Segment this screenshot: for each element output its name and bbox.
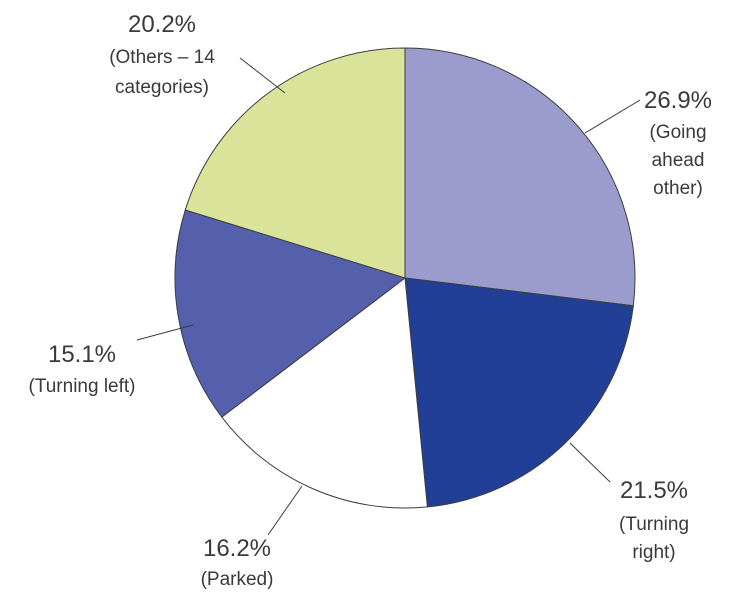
category-label-turning-right: (Turning right) xyxy=(619,514,689,563)
category-label-going-ahead-other: (Going ahead other) xyxy=(649,122,706,199)
value-label-going-ahead-other: 26.9% xyxy=(644,87,712,114)
value-label-parked: 16.2% xyxy=(203,535,271,562)
leader-line-going-ahead-other xyxy=(584,99,641,134)
category-label-parked: (Parked) xyxy=(201,569,274,590)
leader-line-turning-right xyxy=(569,442,611,483)
leader-line-turning-left xyxy=(136,324,194,341)
leader-line-others-14-categories xyxy=(239,57,286,94)
leader-line-parked xyxy=(267,485,303,536)
pie-slice-others-14-categories xyxy=(184,47,406,279)
value-label-turning-left: 15.1% xyxy=(48,341,116,368)
pie-slice-turning-left xyxy=(174,209,407,418)
value-label-others-14-categories: 20.2% xyxy=(128,11,196,38)
category-label-turning-left: (Turning left) xyxy=(29,376,136,397)
pie-slice-parked xyxy=(221,277,428,509)
value-label-turning-right: 21.5% xyxy=(620,477,688,504)
pie-slice-going-ahead-other xyxy=(404,47,636,307)
pie-slice-turning-right xyxy=(404,277,634,508)
category-label-others-14-categories: (Others – 14 categories) xyxy=(109,47,215,98)
